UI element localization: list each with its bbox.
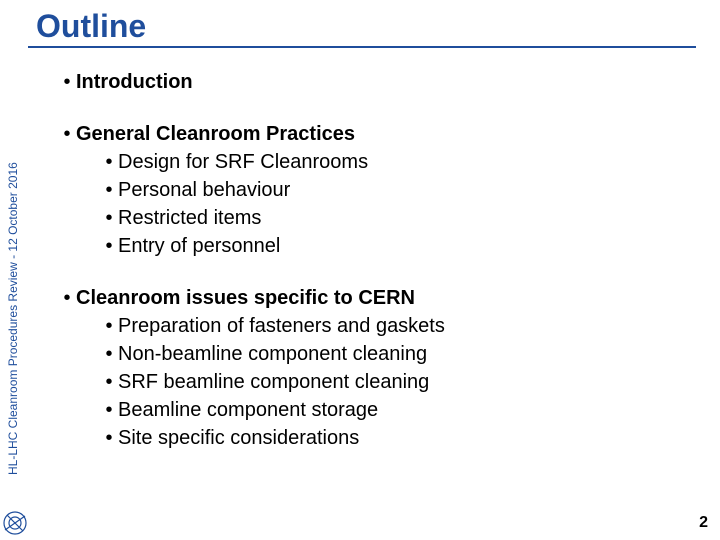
- bullet-text: Cleanroom issues specific to CERN: [76, 284, 415, 312]
- bullet-dot-icon: •: [58, 68, 76, 96]
- bullet-dot-icon: •: [58, 120, 76, 148]
- bullet-text: Preparation of fasteners and gaskets: [118, 312, 445, 340]
- cern-logo-icon: [2, 510, 28, 536]
- title-bar: Outline: [36, 8, 696, 45]
- bullet-item: •Entry of personnel: [58, 232, 696, 260]
- bullet-group: •Introduction: [58, 68, 696, 96]
- page-number: 2: [699, 514, 708, 532]
- bullet-item: •Non-beamline component cleaning: [58, 340, 696, 368]
- bullet-dot-icon: •: [58, 284, 76, 312]
- bullet-text: Design for SRF Cleanrooms: [118, 148, 368, 176]
- cern-logo: [2, 510, 28, 536]
- bullet-dot-icon: •: [100, 312, 118, 340]
- bullet-item: •Design for SRF Cleanrooms: [58, 148, 696, 176]
- slide-title: Outline: [36, 8, 696, 45]
- bullet-group: •Cleanroom issues specific to CERN•Prepa…: [58, 284, 696, 452]
- bullet-text: Personal behaviour: [118, 176, 290, 204]
- bullet-text: Site specific considerations: [118, 424, 359, 452]
- bullet-item: •General Cleanroom Practices: [58, 120, 696, 148]
- bullet-item: •Personal behaviour: [58, 176, 696, 204]
- bullet-item: •Beamline component storage: [58, 396, 696, 424]
- bullet-dot-icon: •: [100, 232, 118, 260]
- bullet-text: Beamline component storage: [118, 396, 378, 424]
- bullet-item: •Cleanroom issues specific to CERN: [58, 284, 696, 312]
- bullet-dot-icon: •: [100, 368, 118, 396]
- title-underline: [28, 46, 696, 48]
- bullet-item: •Restricted items: [58, 204, 696, 232]
- slide: Outline HL-LHC Cleanroom Procedures Revi…: [0, 0, 720, 540]
- bullet-dot-icon: •: [100, 204, 118, 232]
- bullet-text: Non-beamline component cleaning: [118, 340, 427, 368]
- bullet-item: •Preparation of fasteners and gaskets: [58, 312, 696, 340]
- bullet-dot-icon: •: [100, 148, 118, 176]
- bullet-dot-icon: •: [100, 176, 118, 204]
- body-content: •Introduction•General Cleanroom Practice…: [58, 68, 696, 452]
- bullet-dot-icon: •: [100, 340, 118, 368]
- sidebar-label: HL-LHC Cleanroom Procedures Review - 12 …: [6, 162, 20, 475]
- bullet-text: General Cleanroom Practices: [76, 120, 355, 148]
- bullet-group: •General Cleanroom Practices•Design for …: [58, 120, 696, 260]
- bullet-text: Restricted items: [118, 204, 261, 232]
- bullet-text: Entry of personnel: [118, 232, 280, 260]
- bullet-text: SRF beamline component cleaning: [118, 368, 429, 396]
- bullet-text: Introduction: [76, 68, 193, 96]
- bullet-item: •SRF beamline component cleaning: [58, 368, 696, 396]
- bullet-item: •Site specific considerations: [58, 424, 696, 452]
- bullet-dot-icon: •: [100, 424, 118, 452]
- bullet-item: •Introduction: [58, 68, 696, 96]
- bullet-dot-icon: •: [100, 396, 118, 424]
